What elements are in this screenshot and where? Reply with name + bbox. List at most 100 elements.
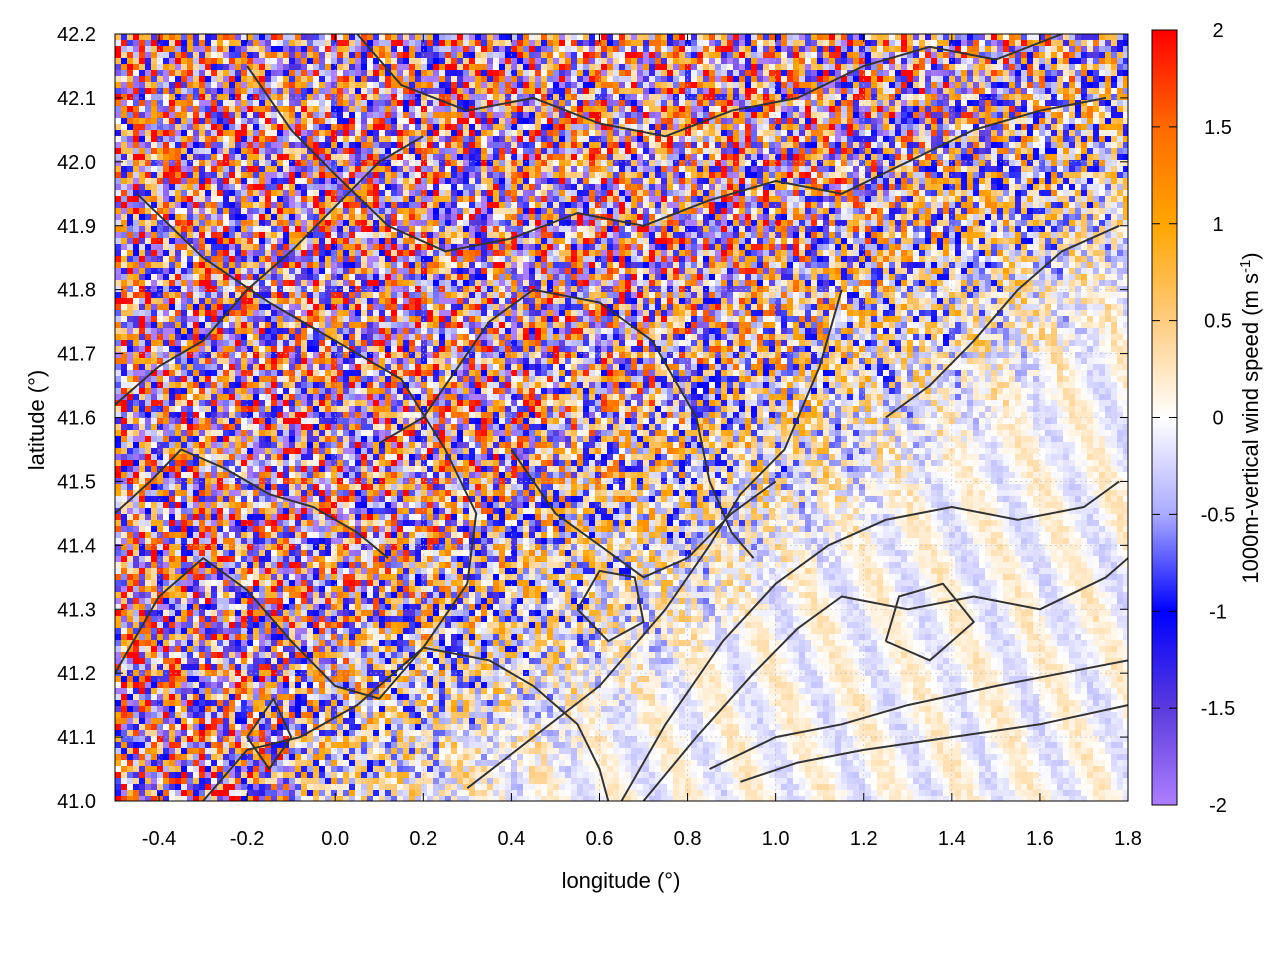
heatmap-cell xyxy=(343,112,349,118)
heatmap-cell xyxy=(691,76,697,82)
heatmap-cell xyxy=(133,136,139,142)
heatmap-cell xyxy=(127,196,133,202)
heatmap-cell xyxy=(853,136,859,142)
heatmap-cell xyxy=(487,118,493,124)
heatmap-cell xyxy=(1027,58,1033,64)
heatmap-cell xyxy=(1057,46,1063,52)
heatmap-cell xyxy=(1009,40,1015,46)
heatmap-cell xyxy=(1033,148,1039,154)
heatmap-cell xyxy=(397,40,403,46)
heatmap-cell xyxy=(799,100,805,106)
heatmap-cell xyxy=(637,64,643,70)
heatmap-cell xyxy=(1021,166,1027,172)
heatmap-cell xyxy=(469,100,475,106)
heatmap-cell xyxy=(697,184,703,190)
heatmap-cell xyxy=(727,124,733,130)
heatmap-cell xyxy=(649,208,655,214)
heatmap-cell xyxy=(187,46,193,52)
heatmap-cell xyxy=(847,82,853,88)
heatmap-cell xyxy=(433,166,439,172)
heatmap-cell xyxy=(943,40,949,46)
heatmap-cell xyxy=(733,82,739,88)
heatmap-cell xyxy=(265,142,271,148)
heatmap-cell xyxy=(661,82,667,88)
heatmap-cell xyxy=(799,196,805,202)
heatmap-cell xyxy=(493,106,499,112)
heatmap-cell xyxy=(991,40,997,46)
heatmap-cell xyxy=(439,52,445,58)
heatmap-cell xyxy=(727,100,733,106)
heatmap-cell xyxy=(997,88,1003,94)
heatmap-cell xyxy=(187,70,193,76)
heatmap-cell xyxy=(307,94,313,100)
heatmap-cell xyxy=(697,142,703,148)
heatmap-cell xyxy=(397,184,403,190)
heatmap-cell xyxy=(997,178,1003,184)
heatmap-cell xyxy=(325,136,331,142)
heatmap-cell xyxy=(391,124,397,130)
heatmap-cell xyxy=(541,88,547,94)
heatmap-cell xyxy=(1051,118,1057,124)
heatmap-cell xyxy=(115,124,121,130)
heatmap-cell xyxy=(271,202,277,208)
heatmap-cell xyxy=(841,178,847,184)
heatmap-cell xyxy=(619,160,625,166)
heatmap-cell xyxy=(823,100,829,106)
heatmap-cell xyxy=(955,118,961,124)
heatmap-cell xyxy=(463,94,469,100)
heatmap-cell xyxy=(553,160,559,166)
heatmap-cell xyxy=(259,178,265,184)
heatmap-cell xyxy=(1069,76,1075,82)
heatmap-cell xyxy=(211,88,217,94)
heatmap-cell xyxy=(283,154,289,160)
heatmap-cell xyxy=(313,40,319,46)
heatmap-cell xyxy=(1045,76,1051,82)
heatmap-cell xyxy=(157,136,163,142)
heatmap-cell xyxy=(1033,124,1039,130)
heatmap-cell xyxy=(445,70,451,76)
heatmap-cell xyxy=(523,88,529,94)
heatmap-cell xyxy=(265,82,271,88)
heatmap-cell xyxy=(397,94,403,100)
heatmap-cell xyxy=(889,88,895,94)
heatmap-cell xyxy=(853,154,859,160)
heatmap-cell xyxy=(709,88,715,94)
heatmap-cell xyxy=(655,76,661,82)
heatmap-cell xyxy=(247,46,253,52)
heatmap-cell xyxy=(229,178,235,184)
heatmap-cell xyxy=(1117,172,1123,178)
heatmap-cell xyxy=(1015,172,1021,178)
heatmap-cell xyxy=(253,196,259,202)
heatmap-cell xyxy=(463,64,469,70)
heatmap-cell xyxy=(889,202,895,208)
heatmap-cell xyxy=(1087,142,1093,148)
heatmap-cell xyxy=(505,112,511,118)
heatmap-cell xyxy=(1063,88,1069,94)
heatmap-cell xyxy=(247,88,253,94)
heatmap-cell xyxy=(673,136,679,142)
heatmap-cell xyxy=(943,94,949,100)
heatmap-cell xyxy=(379,184,385,190)
heatmap-cell xyxy=(865,190,871,196)
heatmap-cell xyxy=(559,40,565,46)
heatmap-cell xyxy=(559,142,565,148)
heatmap-cell xyxy=(997,64,1003,70)
heatmap-cell xyxy=(745,124,751,130)
heatmap-cell xyxy=(121,70,127,76)
heatmap-cell xyxy=(709,70,715,76)
heatmap-cell xyxy=(817,196,823,202)
heatmap-cell xyxy=(169,76,175,82)
heatmap-cell xyxy=(163,46,169,52)
heatmap-cell xyxy=(871,160,877,166)
heatmap-cell xyxy=(469,58,475,64)
heatmap-cell xyxy=(157,184,163,190)
heatmap-cell xyxy=(259,40,265,46)
heatmap-cell xyxy=(361,124,367,130)
heatmap-cell xyxy=(601,208,607,214)
heatmap-cell xyxy=(973,190,979,196)
heatmap-cell xyxy=(421,148,427,154)
heatmap-cell xyxy=(925,70,931,76)
heatmap-cell xyxy=(1057,172,1063,178)
heatmap-cell xyxy=(295,184,301,190)
heatmap-cell xyxy=(541,130,547,136)
